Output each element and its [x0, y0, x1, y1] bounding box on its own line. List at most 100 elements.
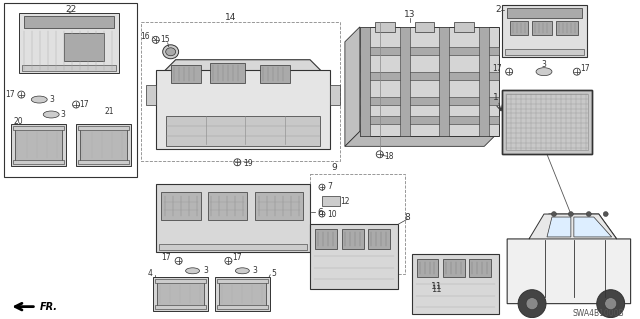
Text: 13: 13: [404, 11, 415, 19]
Bar: [360, 72, 499, 80]
Bar: [440, 27, 449, 137]
Text: 8: 8: [404, 212, 410, 221]
Bar: [146, 85, 156, 105]
Ellipse shape: [28, 36, 46, 50]
Bar: [310, 174, 404, 274]
Text: 9: 9: [331, 163, 337, 172]
Text: 17: 17: [4, 90, 14, 99]
Text: 17: 17: [232, 253, 242, 262]
Text: 2: 2: [495, 5, 501, 14]
Bar: [159, 244, 307, 250]
Polygon shape: [547, 217, 571, 237]
Bar: [479, 27, 489, 137]
Bar: [155, 279, 205, 283]
Bar: [454, 22, 474, 32]
Bar: [415, 22, 435, 32]
Bar: [218, 305, 268, 308]
Polygon shape: [345, 27, 360, 146]
Text: 11: 11: [431, 282, 442, 291]
Text: 7: 7: [328, 182, 332, 191]
Ellipse shape: [163, 45, 179, 59]
Bar: [207, 192, 247, 220]
Bar: [260, 65, 290, 83]
Ellipse shape: [31, 96, 47, 103]
Text: 12: 12: [340, 197, 349, 206]
Ellipse shape: [236, 268, 250, 274]
Bar: [532, 21, 552, 35]
Bar: [502, 5, 587, 57]
Bar: [310, 224, 397, 289]
Circle shape: [552, 211, 556, 217]
Text: 4: 4: [148, 269, 153, 278]
Text: SWA4B1000B: SWA4B1000B: [573, 309, 625, 318]
Bar: [506, 93, 588, 150]
Text: 17: 17: [161, 253, 171, 262]
Text: 3: 3: [253, 266, 258, 275]
Text: 3: 3: [50, 95, 54, 104]
Bar: [78, 126, 129, 130]
Bar: [375, 22, 395, 32]
Bar: [412, 254, 499, 314]
Text: 6: 6: [317, 208, 323, 217]
Bar: [360, 47, 499, 55]
Bar: [220, 281, 266, 307]
Bar: [469, 259, 492, 277]
Text: FR.: FR.: [40, 302, 58, 312]
Bar: [360, 97, 499, 105]
Circle shape: [568, 211, 573, 217]
Bar: [161, 192, 200, 220]
Text: 17: 17: [580, 64, 589, 73]
Circle shape: [526, 298, 538, 310]
Text: 22: 22: [65, 5, 77, 14]
Bar: [4, 3, 137, 177]
Text: 11: 11: [431, 285, 442, 294]
Bar: [166, 116, 320, 146]
Bar: [157, 281, 204, 307]
Text: 20: 20: [13, 117, 23, 126]
Bar: [255, 192, 303, 220]
Bar: [64, 33, 104, 61]
Bar: [171, 65, 200, 83]
Bar: [155, 305, 205, 308]
Bar: [417, 259, 438, 277]
Bar: [15, 129, 62, 162]
Bar: [315, 229, 337, 249]
Bar: [13, 126, 64, 130]
Bar: [507, 8, 582, 18]
Text: 15: 15: [160, 35, 170, 44]
Polygon shape: [529, 214, 617, 239]
Text: 21: 21: [104, 107, 114, 116]
Text: 1: 1: [492, 93, 498, 102]
Bar: [360, 116, 499, 124]
Polygon shape: [507, 214, 630, 304]
Bar: [556, 21, 578, 35]
Bar: [502, 90, 592, 154]
Bar: [399, 27, 410, 137]
Bar: [153, 277, 207, 311]
Bar: [368, 229, 390, 249]
Circle shape: [596, 290, 625, 318]
Bar: [218, 279, 268, 283]
Text: 14: 14: [225, 13, 236, 22]
Circle shape: [518, 290, 546, 318]
Bar: [330, 85, 340, 105]
Ellipse shape: [44, 111, 59, 118]
Ellipse shape: [412, 71, 427, 83]
Bar: [22, 65, 116, 71]
Bar: [12, 124, 66, 166]
Bar: [78, 160, 129, 164]
Text: 5: 5: [272, 269, 276, 278]
Text: 10: 10: [327, 210, 337, 219]
Bar: [76, 124, 131, 166]
Bar: [322, 196, 340, 206]
Ellipse shape: [186, 268, 200, 274]
Circle shape: [605, 298, 617, 310]
Bar: [19, 13, 119, 73]
Bar: [156, 184, 310, 252]
Bar: [141, 22, 340, 161]
Bar: [444, 259, 465, 277]
Bar: [156, 70, 330, 149]
Ellipse shape: [536, 68, 552, 76]
Polygon shape: [574, 217, 612, 237]
Text: 19: 19: [243, 159, 253, 168]
